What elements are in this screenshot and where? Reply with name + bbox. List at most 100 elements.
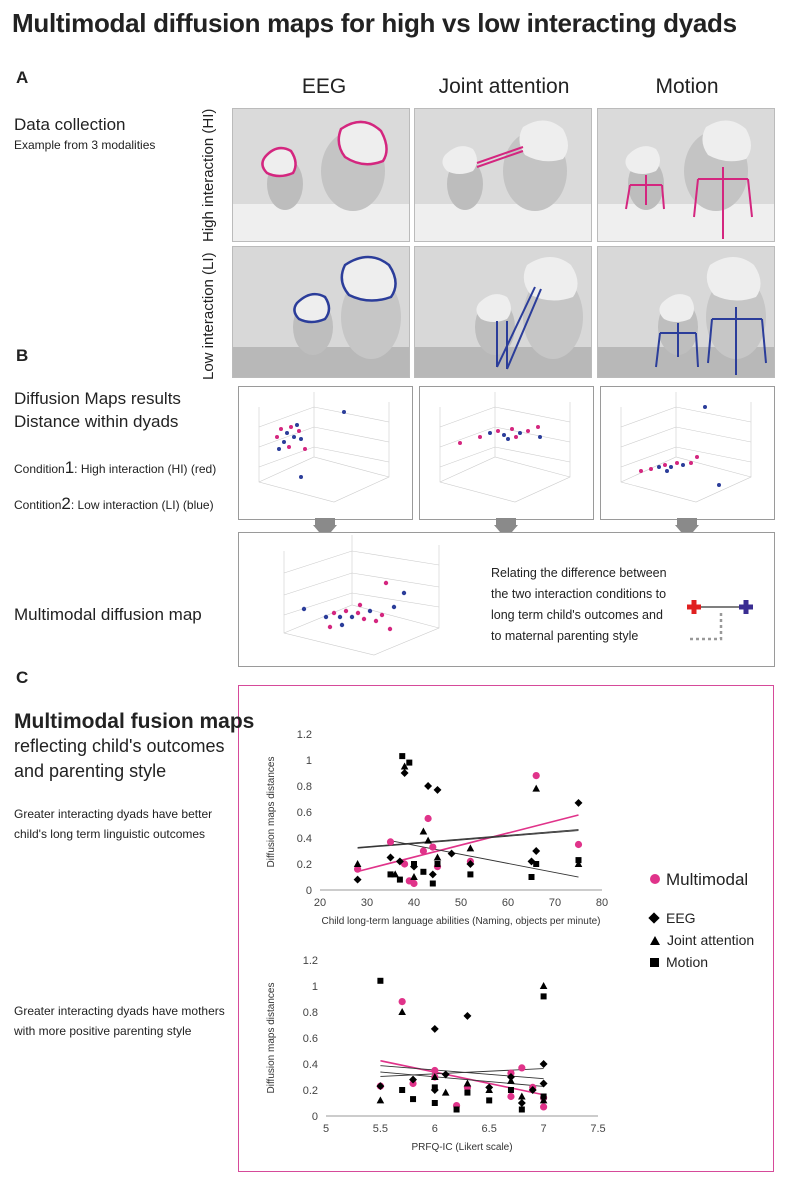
point-joint-attention	[419, 827, 428, 835]
point-joint-attention	[463, 1079, 472, 1087]
point-motion	[540, 993, 547, 1000]
trendline-motion	[380, 1071, 544, 1087]
diamond-marker-icon	[648, 912, 660, 924]
condition-2-number: 2	[61, 494, 71, 513]
note-1-line-2: child's long term linguistic outcomes	[14, 827, 206, 841]
photo-li-joint-attention	[414, 246, 592, 378]
point-motion	[507, 1087, 514, 1093]
point-motion	[411, 861, 417, 867]
y-tick-label: 1.2	[303, 955, 318, 967]
x-tick-label: 7	[541, 1123, 547, 1135]
y-tick-label: 0.2	[297, 859, 312, 871]
relating-line-4: to maternal parenting style	[491, 629, 639, 643]
point-multimodal	[354, 865, 362, 873]
condition-2-prefix: Contition	[14, 498, 62, 512]
point-motion	[399, 1087, 406, 1093]
point-eeg	[517, 1099, 526, 1107]
point-eeg	[424, 782, 433, 790]
point-motion	[434, 861, 441, 867]
point-motion	[399, 753, 406, 760]
y-tick-label: 0.6	[303, 1033, 318, 1045]
point-motion	[406, 759, 413, 766]
multimodal-map-label: Multimodal diffusion map	[14, 605, 202, 624]
column-eeg: EEG	[301, 75, 347, 98]
point-joint-attention	[410, 873, 418, 880]
point-eeg	[441, 1070, 450, 1079]
point-multimodal	[507, 1092, 515, 1101]
point-motion	[464, 1089, 471, 1096]
point-eeg	[528, 1086, 537, 1094]
point-motion	[533, 861, 540, 867]
point-joint-attention	[400, 762, 409, 770]
panel-label-c: C	[16, 668, 29, 687]
point-multimodal	[429, 843, 437, 851]
y-axis-label: Diffusion maps distances	[266, 757, 277, 868]
trendline-multimodal	[380, 1059, 544, 1096]
row-label-low: Low interaction (LI)	[200, 252, 217, 380]
relating-line-1: Relating the difference between	[491, 566, 667, 580]
row-label-high: High interaction (HI)	[200, 108, 217, 242]
x-axis-label: PRFQ-IC (Likert scale)	[411, 1142, 512, 1153]
y-tick-label: 1	[312, 981, 318, 993]
cross-diagram	[687, 600, 753, 641]
trendline-motion	[390, 840, 579, 878]
point-motion	[396, 876, 403, 883]
legend-motion-label: Motion	[666, 954, 709, 970]
y-tick-label: 0.8	[303, 1007, 318, 1019]
trendline-joint-attention	[357, 830, 579, 849]
point-multimodal	[410, 879, 418, 888]
point-multimodal	[386, 838, 395, 846]
trendline-eeg	[357, 829, 579, 848]
point-joint-attention	[507, 1076, 515, 1084]
legend-eeg: EEG	[648, 910, 696, 926]
fusion-subtitle-1: reflecting child's outcomes	[14, 736, 225, 756]
photo-hi-joint-attention	[414, 108, 592, 242]
data-collection-title: Data collection	[14, 115, 126, 134]
point-multimodal	[540, 1103, 548, 1111]
x-tick-label: 6.5	[482, 1123, 497, 1135]
legend-multimodal: Multimodal	[650, 870, 748, 890]
x-tick-label: 80	[596, 897, 608, 909]
diffusion-title-1: Diffusion Maps results	[14, 389, 181, 408]
point-joint-attention	[518, 1092, 526, 1100]
point-joint-attention	[539, 1096, 548, 1104]
condition-1-number: 1	[64, 458, 75, 477]
photo-li-motion	[597, 246, 775, 378]
point-motion	[467, 871, 474, 878]
legend-joint-label: Joint attention	[667, 932, 755, 948]
point-eeg	[447, 849, 456, 858]
page-title: Multimodal diffusion maps for high vs lo…	[12, 8, 737, 38]
point-joint-attention	[574, 860, 583, 867]
y-tick-label: 0.6	[297, 807, 312, 819]
point-multimodal	[574, 840, 583, 849]
point-motion	[431, 1084, 438, 1091]
point-eeg	[539, 1060, 548, 1068]
point-multimodal	[424, 814, 432, 823]
point-joint-attention	[424, 836, 432, 844]
condition-1-prefix: Condition	[14, 462, 65, 476]
fusion-title: Multimodal fusion maps	[14, 710, 255, 733]
chart-language: 0 0.2 0.4 0.6 0.8 1 1.2 20 30 40 50 60 70 80 Child lon…	[266, 729, 608, 927]
point-eeg	[539, 1079, 548, 1088]
photo-li-eeg	[232, 246, 410, 378]
point-joint-attention	[485, 1086, 493, 1093]
panel-label-b: B	[16, 346, 29, 365]
y-tick-label: 0.4	[303, 1059, 318, 1071]
point-joint-attention	[532, 784, 540, 792]
note-2-line-2: with more positive parenting style	[14, 1024, 192, 1038]
point-motion	[429, 880, 436, 887]
point-eeg	[395, 857, 404, 866]
y-tick-label: 0.4	[297, 833, 312, 845]
point-joint-attention	[376, 1096, 385, 1104]
arrow-eeg-stem	[315, 518, 335, 526]
arrow-motion-stem	[677, 518, 697, 526]
point-eeg	[400, 769, 409, 777]
point-eeg	[430, 1024, 439, 1033]
point-multimodal	[431, 1066, 439, 1075]
point-motion	[528, 874, 535, 880]
square-marker-icon	[650, 958, 659, 967]
point-motion	[540, 1093, 547, 1100]
arrow-joint-stem	[496, 518, 516, 526]
y-tick-label: 0	[312, 1111, 318, 1123]
diffusion-map-motion	[600, 386, 775, 520]
